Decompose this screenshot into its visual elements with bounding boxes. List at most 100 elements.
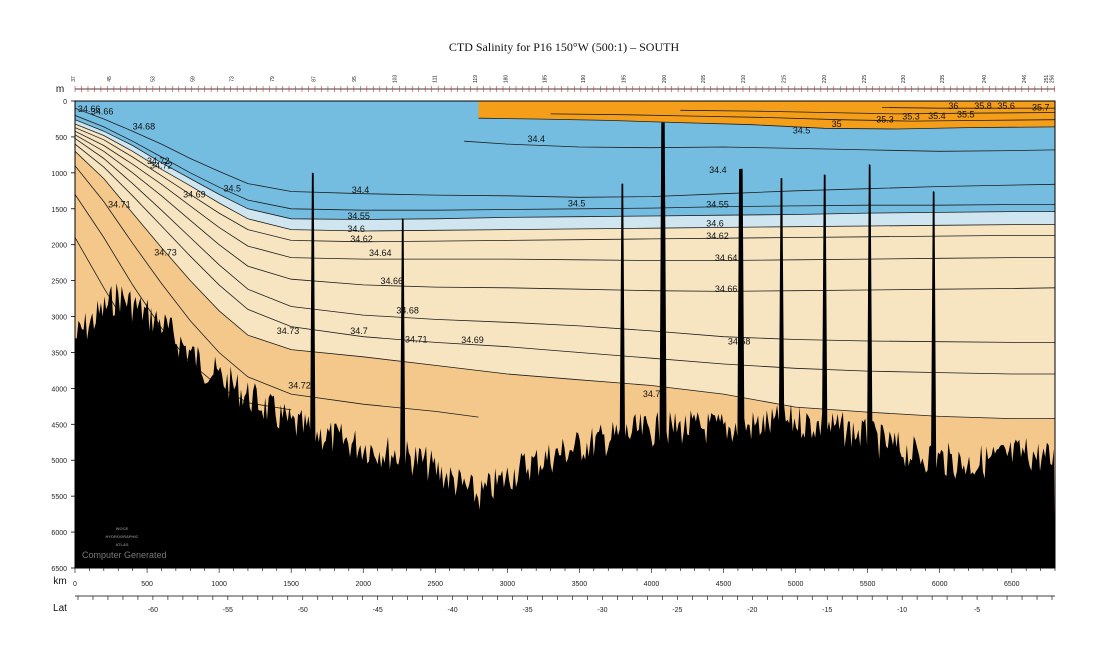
distance-tick-label: 5500	[860, 581, 876, 588]
station-label: 240	[982, 75, 988, 84]
latitude-tick-label: -35	[522, 607, 532, 614]
distance-tick-label: 2000	[355, 581, 371, 588]
contour-label: 35.3	[876, 115, 894, 125]
distance-tick-label: 6000	[932, 581, 948, 588]
distance-tick-label: 6500	[1004, 581, 1020, 588]
depth-axis-label: m	[56, 84, 64, 95]
distance-tick-label: 5000	[788, 581, 804, 588]
station-label: 180	[503, 75, 509, 84]
logo-line-1: WOCE	[116, 526, 129, 531]
contour-34-55	[75, 119, 1055, 220]
contour-label: 35.6	[997, 101, 1015, 111]
depth-tick-label: 3500	[51, 350, 67, 357]
depth-tick-label: 4000	[51, 386, 67, 393]
contour-36	[882, 107, 1055, 109]
station-label: 185	[542, 75, 548, 84]
latitude-axis: Lat -60 -55 -50 -45 -40 -35 -30 -25 -20 -15 -10 -5	[53, 595, 1055, 614]
station-label: 53	[150, 76, 156, 82]
contour-34-5	[75, 115, 1055, 211]
station-label: 103	[392, 75, 398, 84]
contour-label: 34.66	[381, 276, 404, 286]
contour-label: 35.8	[974, 101, 992, 111]
contour-label: 34.73	[154, 247, 177, 257]
latitude-tick-label: -25	[672, 607, 682, 614]
contour-label: 34.72	[288, 380, 311, 390]
contour-label: 34.71	[108, 199, 131, 209]
contour-34-4	[464, 140, 1055, 152]
distance-tick-label: 4000	[644, 581, 660, 588]
contour-34-4	[75, 107, 1055, 198]
distance-tick-label: 500	[141, 581, 153, 588]
contour-label: 34.64	[369, 248, 392, 258]
contour-label: 34.55	[706, 199, 729, 209]
depth-tick-label: 4500	[51, 422, 67, 429]
latitude-tick-label: -50	[298, 607, 308, 614]
distance-tick-label: 3500	[572, 581, 588, 588]
plot-area: 34.6634.6634.6834.7234.7234.7134.6934.53…	[75, 101, 1055, 568]
station-label: 59	[191, 76, 197, 82]
woce-logo: WOCE HYDROGRAPHIC ATLAS	[106, 526, 139, 547]
contour-label: 34.5	[568, 199, 586, 209]
station-label: 73	[230, 76, 236, 82]
distance-tick-label: 1000	[211, 581, 227, 588]
chart-title: CTD Salinity for P16 150°W (500:1) – SOU…	[448, 40, 680, 54]
latitude-axis-label: Lat	[53, 603, 67, 614]
contour-label: 34.66	[78, 104, 101, 114]
depth-tick-label: 5000	[51, 458, 67, 465]
distance-axis-label: km	[53, 576, 66, 587]
depth-axis: m 0 500 1000 1500 2000 2500 3000 3500 4000 4500 500…	[51, 84, 75, 573]
contour-lines	[75, 107, 1055, 420]
contour-34-66	[75, 134, 1055, 292]
depth-tick-label: 5500	[51, 494, 67, 501]
station-label: 210	[741, 75, 747, 84]
contour-label: 34.6	[347, 224, 365, 234]
station-label: 190	[581, 75, 587, 84]
latitude-tick-label: -15	[822, 607, 832, 614]
distance-tick-label: 4500	[716, 581, 732, 588]
depth-tick-label: 0	[63, 99, 67, 106]
computer-generated-note: Computer Generated	[82, 550, 167, 560]
depth-tick-label: 6500	[51, 566, 67, 573]
station-label: 195	[622, 75, 628, 84]
station-label: 205	[701, 75, 707, 84]
station-label: 79	[270, 76, 276, 82]
contour-label: 34.64	[715, 253, 738, 263]
distance-tick-label: 0	[73, 581, 77, 588]
contour-34-64	[75, 130, 1055, 261]
depth-tick-label: 1000	[51, 171, 67, 178]
latitude-tick-label: -45	[373, 607, 383, 614]
contour-label: 34.71	[405, 334, 428, 344]
station-label: 200	[662, 75, 668, 84]
logo-line-2: HYDROGRAPHIC	[106, 534, 139, 539]
station-label: 246	[1022, 75, 1028, 84]
latitude-tick-label: -30	[597, 607, 607, 614]
contour-label: 34.6	[706, 219, 724, 229]
contour-label: 34.68	[133, 122, 156, 132]
contour-label: 35	[832, 119, 842, 129]
contour-label: 36	[948, 101, 958, 111]
bathymetry-silhouette	[75, 122, 1055, 568]
depth-tick-label: 2500	[51, 279, 67, 286]
contour-label: 34.72	[147, 156, 170, 166]
contour-label: 35.7	[1032, 102, 1050, 112]
station-label: 87	[312, 76, 318, 82]
latitude-tick-label: -55	[223, 607, 233, 614]
station-label: 251	[1044, 75, 1050, 84]
depth-tick-label: 500	[55, 135, 67, 142]
station-label: 215	[782, 75, 788, 84]
contour-label: 34.4	[709, 165, 727, 175]
contour-label: 34.7	[643, 389, 661, 399]
depth-tick-label: 2000	[51, 243, 67, 250]
contour-label: 34.69	[183, 189, 206, 199]
contour-label: 34.73	[277, 326, 300, 336]
contour-label: 34.72	[150, 161, 173, 171]
contour-label: 34.66	[91, 107, 114, 117]
logo-line-3: ATLAS	[115, 542, 128, 547]
latitude-tick-label: -60	[148, 607, 158, 614]
depth-tick-label: 3000	[51, 315, 67, 322]
contour-label: 34.66	[715, 284, 738, 294]
contour-34-71	[75, 165, 479, 418]
depth-tick-label: 6000	[51, 530, 67, 537]
latitude-tick-label: -10	[897, 607, 907, 614]
